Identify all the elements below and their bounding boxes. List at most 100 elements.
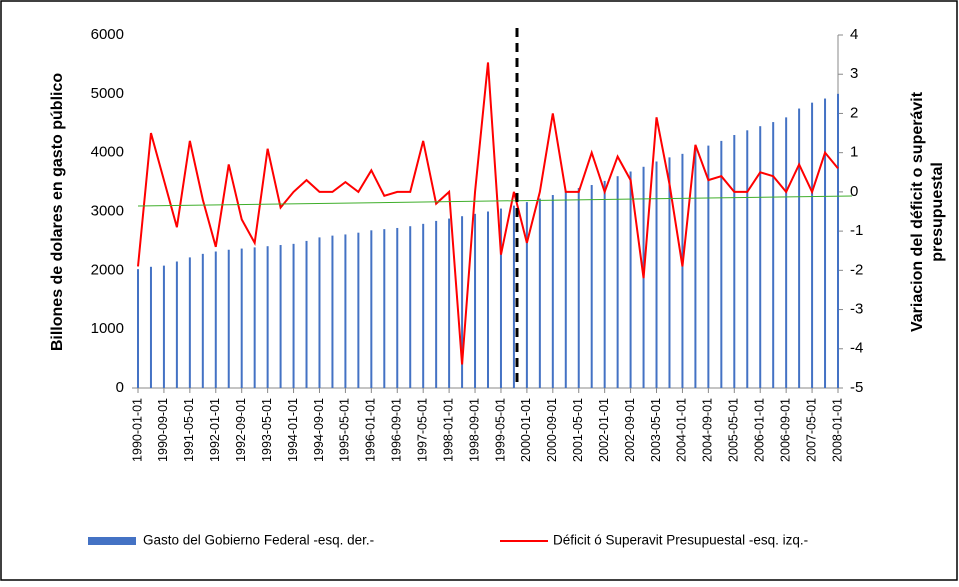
y-tick-label: 2000 bbox=[91, 261, 124, 278]
x-tick-label: 1991-05-01 bbox=[182, 398, 196, 462]
bar bbox=[175, 261, 178, 388]
y2-tick-label: -2 bbox=[850, 261, 863, 278]
bar bbox=[707, 145, 710, 388]
x-tick-label: 1992-01-01 bbox=[208, 398, 222, 462]
y-tick-label: 0 bbox=[116, 379, 124, 396]
legend-label: Gasto del Gobierno Federal -esq. der.- bbox=[143, 533, 374, 548]
x-tick-label: 2005-05-01 bbox=[727, 398, 741, 462]
y2-tick-label: -3 bbox=[850, 301, 863, 318]
x-tick-label: 1996-01-01 bbox=[364, 398, 378, 462]
y2-axis-title: Variacion del déficit o superávit bbox=[909, 91, 926, 332]
bar bbox=[396, 227, 399, 388]
bar bbox=[266, 246, 269, 388]
plot: 0 1000 2000 3000 4000 5000 6000 -5 -4 -3 -2 -1 0 1 2 3 4… bbox=[91, 26, 864, 462]
y2-tick-label: 0 bbox=[850, 183, 858, 200]
bar bbox=[538, 198, 541, 388]
x-tick-label: 2008-01-01 bbox=[830, 398, 844, 462]
bar bbox=[785, 117, 788, 388]
bar bbox=[448, 218, 451, 388]
x-tick-label: 2001-05-01 bbox=[571, 398, 585, 462]
y-tick-label: 4000 bbox=[91, 144, 124, 161]
x-tick-label: 1995-05-01 bbox=[338, 398, 352, 462]
bar bbox=[188, 257, 191, 388]
bar bbox=[694, 149, 697, 388]
trend-line bbox=[137, 195, 853, 207]
x-tick-label: 1999-05-01 bbox=[493, 398, 507, 462]
x-tick-label: 1996-09-01 bbox=[390, 398, 404, 462]
x-tick-label: 1997-05-01 bbox=[415, 398, 429, 462]
bar bbox=[668, 157, 671, 388]
bar bbox=[201, 253, 204, 388]
y2-tick-label: 1 bbox=[850, 144, 858, 161]
bar bbox=[720, 140, 723, 388]
x-tick-label: 2007-05-01 bbox=[804, 398, 818, 462]
bar bbox=[137, 269, 139, 388]
bar bbox=[357, 232, 360, 388]
bar bbox=[331, 235, 334, 388]
bar bbox=[344, 234, 347, 388]
y-tick-label: 5000 bbox=[91, 85, 124, 102]
y2-tick-label: -5 bbox=[850, 379, 863, 396]
bar bbox=[525, 202, 528, 388]
x-tick-label: 1998-01-01 bbox=[441, 398, 455, 462]
x-tick-label: 1994-01-01 bbox=[286, 398, 300, 462]
y2-tick-label: -1 bbox=[850, 222, 863, 239]
x-tick-label: 1992-09-01 bbox=[234, 398, 248, 462]
x-tick-label: 1990-09-01 bbox=[156, 398, 170, 462]
bar bbox=[577, 187, 580, 388]
y-tick-label: 1000 bbox=[91, 320, 124, 337]
x-tick-label: 2003-05-01 bbox=[649, 398, 663, 462]
bar bbox=[279, 245, 282, 388]
bar bbox=[305, 240, 308, 388]
bar bbox=[798, 108, 801, 389]
x-tick-label: 1994-09-01 bbox=[312, 398, 326, 462]
y2-tick-label: 3 bbox=[850, 65, 858, 82]
bar bbox=[487, 211, 489, 388]
x-tick-label: 2002-09-01 bbox=[623, 398, 637, 462]
bar bbox=[318, 237, 321, 388]
bar bbox=[499, 208, 502, 388]
bar bbox=[435, 220, 438, 388]
bar bbox=[837, 93, 839, 388]
bar bbox=[422, 223, 425, 388]
bar bbox=[240, 248, 243, 388]
bar bbox=[551, 195, 554, 388]
bar bbox=[590, 185, 593, 388]
legend-swatch bbox=[88, 537, 136, 545]
x-tick-label: 1990-01-01 bbox=[130, 398, 144, 462]
bar bbox=[227, 249, 230, 388]
x-tick-label: 2004-01-01 bbox=[675, 398, 689, 462]
x-tick-label: 1993-05-01 bbox=[260, 398, 274, 462]
bar bbox=[474, 213, 477, 388]
bar bbox=[824, 98, 827, 388]
x-tick-label: 2002-01-01 bbox=[597, 398, 611, 462]
line bbox=[137, 62, 839, 365]
y2-tick-label: 2 bbox=[850, 104, 858, 121]
bar bbox=[292, 243, 295, 388]
bar bbox=[149, 266, 152, 388]
bar bbox=[603, 180, 606, 388]
bar bbox=[409, 226, 412, 388]
bar bbox=[746, 130, 749, 388]
y2-tick-label: 4 bbox=[850, 26, 858, 43]
bar bbox=[759, 126, 762, 389]
y-tick-label: 3000 bbox=[91, 202, 124, 219]
bar bbox=[512, 205, 515, 388]
bar bbox=[655, 161, 658, 388]
x-tick-label: 2006-01-01 bbox=[753, 398, 767, 462]
bar bbox=[629, 171, 632, 388]
bar bbox=[383, 229, 386, 388]
bar bbox=[370, 230, 373, 388]
bar bbox=[733, 135, 736, 388]
bar bbox=[811, 102, 814, 389]
bar bbox=[772, 122, 775, 388]
x-tick-label: 2000-01-01 bbox=[519, 398, 533, 462]
y2-tick-label: -4 bbox=[850, 340, 863, 357]
x-tick-label: 2000-09-01 bbox=[545, 398, 559, 462]
x-tick-label: 2006-09-01 bbox=[778, 398, 792, 462]
y2-axis-title: presupuestal bbox=[929, 162, 946, 262]
bar bbox=[681, 153, 684, 388]
x-tick-label: 2004-09-01 bbox=[701, 398, 715, 462]
